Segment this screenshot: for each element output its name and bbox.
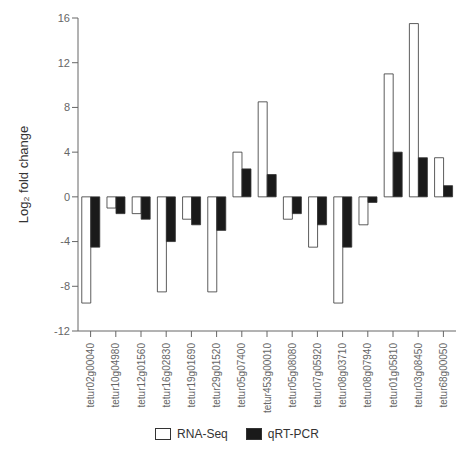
svg-text:-12: -12	[54, 325, 70, 337]
svg-text:8: 8	[64, 101, 70, 113]
svg-text:tetur08g07940: tetur08g07940	[362, 343, 373, 408]
svg-text:tetur02g00040: tetur02g00040	[85, 343, 96, 408]
html-text:qRT-PCR: qRT-PCR	[267, 427, 319, 441]
svg-text:16: 16	[58, 12, 70, 24]
svg-text:tetur03g08450: tetur03g08450	[413, 343, 424, 408]
svg-text:tetur68g00050: tetur68g00050	[438, 343, 449, 408]
svg-text:Log₂ fold change: Log₂ fold change	[16, 126, 31, 224]
svg-text:4: 4	[64, 146, 70, 158]
svg-text:tetur07g05920: tetur07g05920	[312, 343, 323, 408]
svg-text:tetur12g01560: tetur12g01560	[136, 343, 147, 408]
svg-text:0: 0	[64, 191, 70, 203]
svg-text:tetur10g04980: tetur10g04980	[110, 343, 121, 408]
svg-text:tetur16g02830: tetur16g02830	[161, 343, 172, 408]
svg-text:tetur05g08080: tetur05g08080	[287, 343, 298, 408]
svg-text:tetur29g01520: tetur29g01520	[211, 343, 222, 408]
svg-text:tetur01g05810: tetur01g05810	[388, 343, 399, 408]
svg-text:tetur08g03710: tetur08g03710	[337, 343, 348, 408]
svg-text:tetur453g00010: tetur453g00010	[262, 343, 273, 414]
html-text:RNA-Seq: RNA-Seq	[177, 427, 228, 441]
svg-text:tetur19g01690: tetur19g01690	[186, 343, 197, 408]
svg-text:-8: -8	[60, 280, 70, 292]
svg-text:12: 12	[58, 57, 70, 69]
svg-text:-4: -4	[60, 235, 70, 247]
svg-text:tetur05g07400: tetur05g07400	[236, 343, 247, 408]
